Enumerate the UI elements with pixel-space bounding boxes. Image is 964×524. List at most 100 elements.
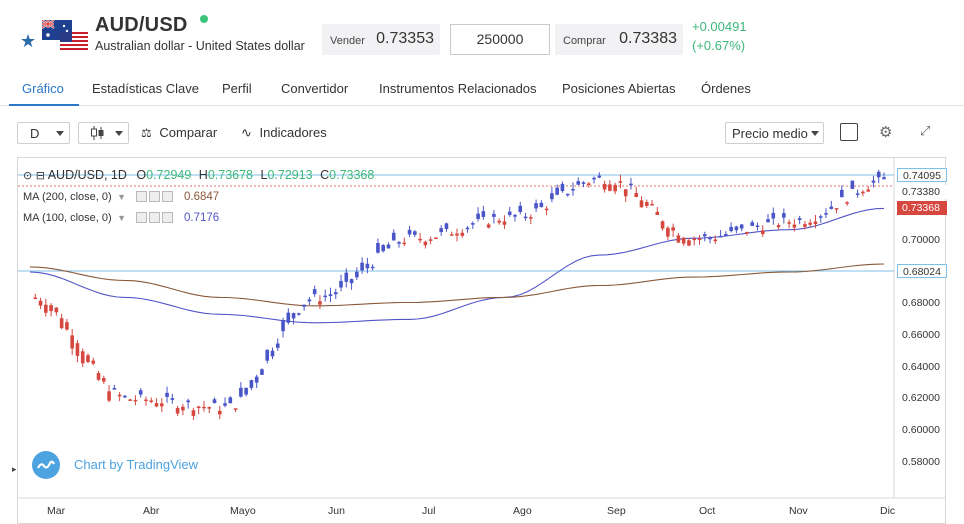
candle-body: [33, 297, 38, 299]
candle-body: [544, 208, 549, 211]
scroll-left-arrow-icon[interactable]: ▸: [12, 464, 17, 474]
candle-body: [497, 220, 501, 223]
candle-body: [434, 237, 438, 239]
candle-body: [492, 213, 496, 217]
candle-body: [666, 227, 670, 237]
candle-body: [244, 387, 248, 395]
compare-button[interactable]: ⚖ Comparar: [141, 125, 217, 140]
candle-body: [144, 399, 148, 402]
candle-body: [376, 243, 380, 253]
gear-icon[interactable]: [148, 212, 160, 224]
y-tick: 0.62000: [902, 392, 940, 404]
candle-body: [850, 180, 855, 189]
candle-body: [96, 373, 101, 380]
candle-body: [86, 355, 90, 363]
eye-icon[interactable]: [135, 212, 147, 224]
candle-body: [613, 184, 617, 192]
candle-body: [718, 235, 723, 238]
candle-body: [207, 407, 212, 409]
candle-body: [175, 407, 180, 414]
candle-body: [818, 216, 823, 218]
tab-ordenes[interactable]: Órdenes: [701, 81, 751, 96]
candle-body: [518, 205, 523, 212]
ma200-line: [29, 263, 885, 307]
candle-body: [502, 221, 507, 225]
interval-dropdown[interactable]: D: [17, 122, 70, 144]
candle-body: [766, 219, 770, 223]
legend-box-icon[interactable]: ⊟: [35, 170, 45, 182]
buy-button[interactable]: Comprar 0.73383: [555, 24, 683, 55]
tradingview-branding[interactable]: Chart by TradingView: [74, 457, 199, 472]
tab-instrumentos[interactable]: Instrumentos Relacionados: [379, 81, 537, 96]
indicators-button[interactable]: ∿ Indicadores: [241, 125, 327, 141]
candle-body: [254, 376, 259, 383]
candle-body: [760, 230, 765, 235]
candle-body: [91, 360, 96, 364]
close-icon[interactable]: [161, 191, 173, 203]
candle-body: [745, 231, 749, 234]
fullscreen-checkbox[interactable]: [840, 123, 858, 141]
candle-body: [861, 191, 865, 194]
candle-body: [792, 224, 797, 228]
candle-body: [307, 299, 312, 302]
candle-body: [228, 397, 233, 404]
tradingview-logo-icon[interactable]: [32, 451, 60, 479]
tab-estadisticas[interactable]: Estadísticas Clave: [92, 81, 199, 96]
candle-body: [476, 213, 480, 219]
price-type-dropdown[interactable]: Precio medio: [725, 122, 824, 144]
chart-canvas[interactable]: [18, 158, 945, 523]
amount-input[interactable]: 250000: [450, 24, 550, 55]
price-label-hline-top: 0.74095: [897, 168, 947, 182]
candle-body: [239, 387, 243, 397]
tab-convertidor[interactable]: Convertidor: [281, 81, 349, 96]
candle-body: [771, 212, 776, 219]
x-tick: Mar: [47, 505, 66, 517]
collapse-icon[interactable]: ⊙: [23, 170, 33, 182]
candle-body: [455, 233, 459, 236]
x-tick: Ago: [513, 505, 532, 517]
price-label-last: 0.73368: [897, 201, 947, 215]
instrument-header: ★ AUD/USD Australian dollar - United Sta…: [0, 0, 964, 68]
candle-body: [565, 193, 570, 196]
candle-body: [413, 231, 417, 235]
chart-type-dropdown[interactable]: [78, 122, 129, 144]
candle-body: [486, 224, 491, 228]
chevron-down-icon: [56, 131, 64, 136]
close-icon[interactable]: [161, 212, 173, 224]
chevron-down-icon[interactable]: ▼: [117, 213, 127, 223]
candle-body: [803, 224, 807, 227]
expand-icon[interactable]: ⤢: [920, 123, 931, 138]
chevron-down-icon[interactable]: ▼: [117, 192, 127, 202]
price-chart[interactable]: ⊙ ⊟ AUD/USD, 1D O0.72949 H0.73678 L0.729…: [12, 157, 947, 524]
favorite-star-icon[interactable]: ★: [20, 31, 37, 51]
high-value: 0.73678: [207, 168, 254, 182]
candle-body: [159, 403, 164, 407]
candle-body: [750, 222, 755, 226]
sell-button[interactable]: Vender 0.73353: [322, 24, 440, 55]
indicators-icon: ∿: [241, 125, 252, 140]
x-tick: Jun: [328, 505, 345, 517]
eye-icon[interactable]: [135, 191, 147, 203]
settings-gear-icon[interactable]: ⚙: [879, 124, 893, 141]
candle-body: [513, 214, 517, 217]
chart-toolbar: D ⚖ Comparar ∿ Indicadores Precio medio …: [17, 120, 946, 148]
candle-body: [186, 400, 190, 403]
tab-grafico[interactable]: Gráfico: [22, 81, 64, 96]
buy-label: Comprar: [563, 35, 606, 47]
legend-ma200-row: MA (200, close, 0) ▼ 0.6847: [23, 189, 219, 203]
candle-body: [107, 391, 111, 401]
candle-body: [697, 238, 702, 241]
gear-icon[interactable]: [148, 191, 160, 203]
ma100-label: MA (100, close, 0): [23, 212, 112, 224]
candle-body: [534, 203, 538, 209]
candle-body: [44, 304, 48, 313]
candle-body: [813, 221, 818, 225]
candle-body: [149, 400, 154, 402]
candle-body: [866, 189, 870, 192]
candlestick-icon: [91, 126, 104, 140]
candle-body: [418, 238, 422, 241]
tab-bar: Gráfico Estadísticas Clave Perfil Conver…: [0, 74, 964, 106]
market-open-dot: [200, 15, 208, 23]
tab-perfil[interactable]: Perfil: [222, 81, 252, 96]
tab-posiciones[interactable]: Posiciones Abiertas: [562, 81, 676, 96]
